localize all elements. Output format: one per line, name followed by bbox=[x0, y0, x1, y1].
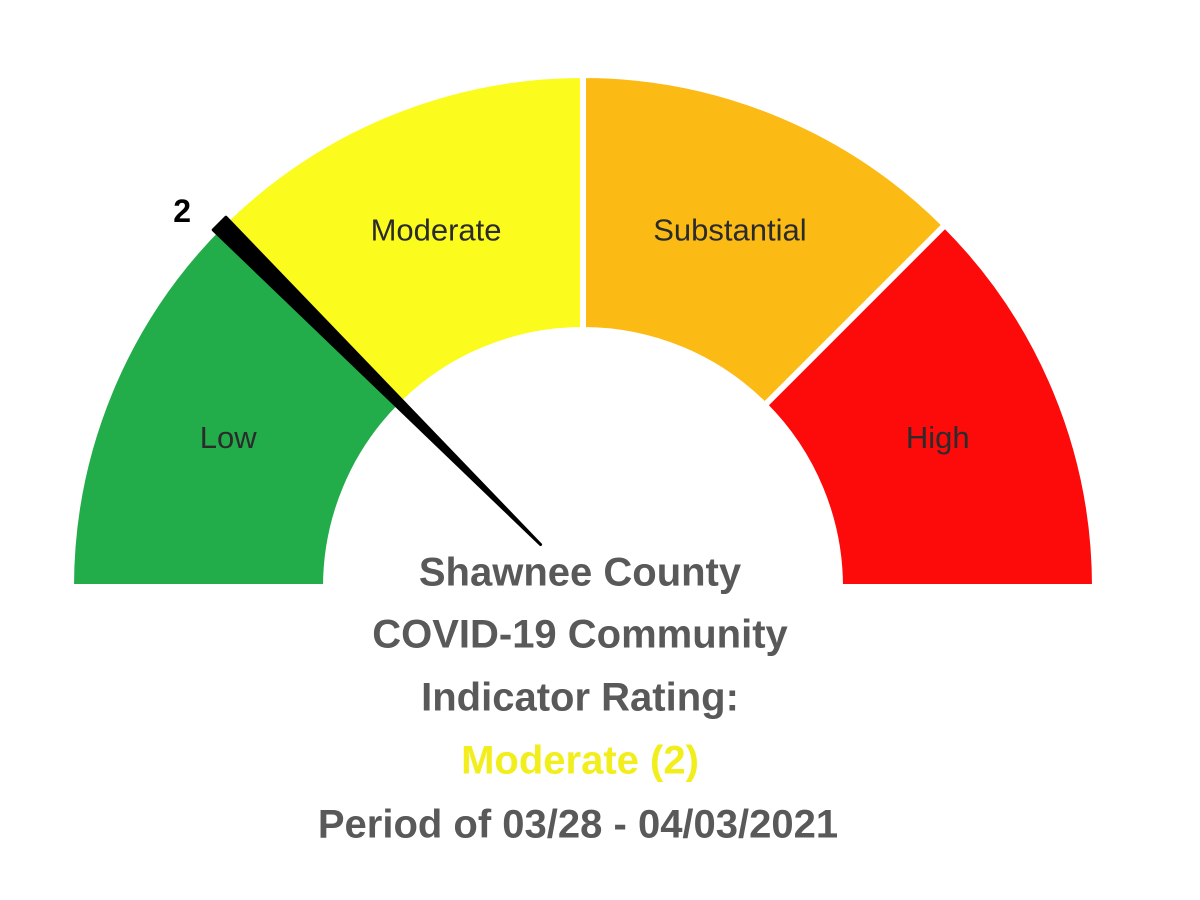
band-label: Moderate bbox=[371, 212, 502, 247]
needle bbox=[211, 215, 543, 547]
gauge-band bbox=[67, 220, 406, 590]
title-line: Shawnee County bbox=[419, 551, 742, 595]
labels: Low Moderate Substantial High bbox=[200, 212, 970, 455]
band-label: High bbox=[906, 420, 970, 455]
gauge-band bbox=[580, 71, 950, 410]
period-label: Period of 03/28 - 04/03/2021 bbox=[318, 803, 838, 847]
title-line: COVID-19 Community bbox=[372, 613, 788, 657]
title-line: Indicator Rating: bbox=[421, 676, 739, 720]
gauge-band bbox=[216, 71, 586, 410]
bands bbox=[67, 71, 1099, 590]
gauge-band bbox=[760, 220, 1099, 590]
rating-label: Moderate (2) bbox=[461, 739, 699, 783]
band-label: Low bbox=[200, 420, 257, 455]
band-label: Substantial bbox=[653, 212, 806, 247]
needle-value-label: 2 bbox=[173, 193, 191, 229]
